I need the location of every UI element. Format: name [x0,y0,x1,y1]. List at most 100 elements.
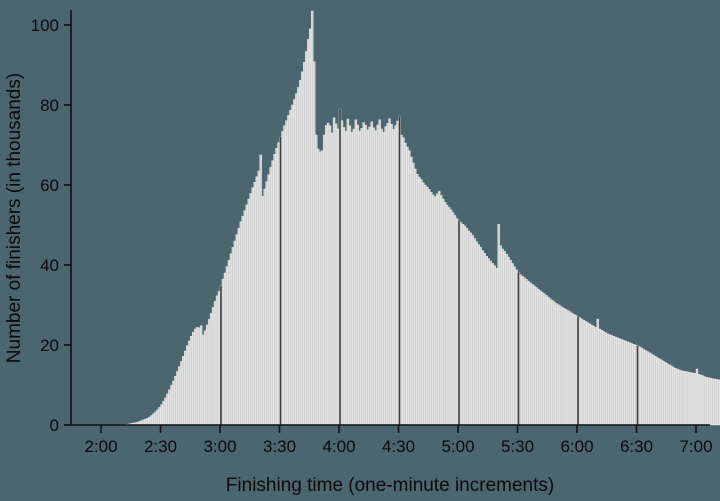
histogram-bar [311,10,314,426]
histogram-bar [412,162,415,426]
histogram-bar [592,326,596,426]
histogram-bar [267,174,270,426]
histogram-bar [501,248,504,426]
histogram-bar [196,327,199,426]
histogram-bar [382,132,385,426]
histogram-bar [451,212,455,426]
histogram-bar [570,312,574,426]
histogram-bar [334,123,338,426]
y-axis-ticks: 0 20 40 60 80 100 [31,16,71,435]
x-tick-label: 4:30 [382,437,415,456]
histogram-bar [364,125,367,426]
histogram-bar [174,376,177,426]
histogram-bar [693,373,697,426]
histogram-bar [287,115,290,426]
histogram-bar [447,207,451,426]
histogram-bar [388,118,391,426]
histogram-bar [263,188,266,426]
histogram-bar [239,221,242,426]
histogram-bar [707,377,711,426]
histogram-bar [572,314,576,426]
histogram-bar [582,320,586,426]
histogram-bar [644,350,647,426]
histogram-bar [541,292,544,426]
histogram-bar [305,51,308,426]
histogram-bar [709,378,713,426]
histogram-bar [422,182,425,426]
histogram-bar [699,374,703,426]
histogram-bar [152,413,155,426]
histogram-bar [426,186,429,426]
histogram-bar [255,176,258,426]
histogram-bar [459,222,463,426]
histogram-bar [489,260,492,426]
histogram-bar [666,363,669,426]
histogram-bar [646,351,649,426]
histogram-bar [590,324,594,426]
histogram-bar [358,130,361,426]
histogram-bar [154,411,157,426]
histogram-bar [424,184,427,426]
histogram-bar [348,125,352,426]
histogram-bar [291,104,294,426]
histogram-bar [533,285,536,426]
histogram-bar [672,366,675,426]
histogram-bar [523,277,526,426]
histogram-bar [374,130,377,426]
histogram-bar [525,279,528,426]
histogram-bar [192,332,195,426]
histogram-bar [227,260,231,426]
histogram-bar [612,336,615,426]
histogram-bar [620,339,623,426]
histogram-bar [265,181,268,426]
histogram-bar [368,126,371,426]
histogram-bar [509,260,512,426]
histogram-bar [618,338,621,426]
histogram-bar [648,352,651,426]
histogram-bar [558,305,562,426]
x-tick-label: 6:30 [620,437,653,456]
histogram-bar [547,296,550,426]
histogram-bar [701,375,705,426]
histogram-bar [539,290,542,426]
histogram-bar [679,370,683,426]
histogram-bar [535,287,538,426]
histogram-bar [350,132,354,426]
histogram-bar [190,336,193,426]
histogram-bar [281,131,284,426]
histogram-bar [473,238,477,426]
axes [70,10,710,426]
histogram-bar [586,322,590,426]
histogram-bar [465,228,469,426]
histogram-bar [390,124,393,426]
histogram-bar [475,241,479,426]
histogram-bar [505,254,508,426]
histogram-bar [320,150,324,426]
histogram-bar [600,330,603,426]
histogram-bar [602,331,605,426]
histogram-bar [416,174,419,426]
histogram-bar [209,313,213,426]
x-axis-title: Finishing time (one-minute increments) [226,475,554,496]
y-tick-label: 0 [50,416,59,435]
histogram-bar [531,284,534,426]
histogram-bar [184,350,187,426]
histogram-bar [213,301,217,426]
histogram-bar [668,364,671,426]
histogram-bar [562,308,566,426]
x-tick-label: 7:00 [679,437,712,456]
histogram-bar [689,372,693,426]
histogram-bar [445,204,449,426]
histogram-bar [328,125,332,426]
histogram-bar [362,122,365,426]
x-tick-label: 5:00 [441,437,474,456]
histogram-bar [469,232,473,426]
histogram-bar [346,118,350,426]
histogram-bar [176,371,179,426]
histogram-bar [437,191,441,426]
histogram-bar [249,193,252,426]
y-tick-label: 20 [40,336,59,355]
histogram-bar [654,356,657,426]
